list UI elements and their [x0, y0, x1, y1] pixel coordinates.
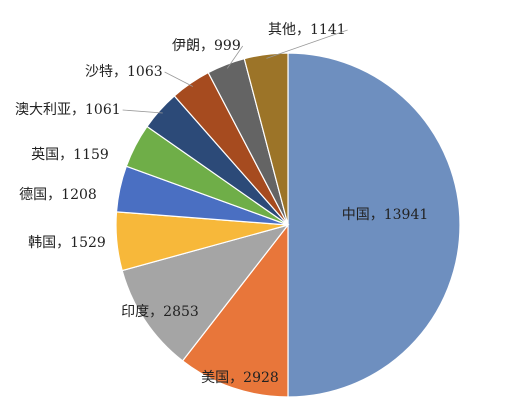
data-label: 德国，1208 [19, 187, 97, 203]
data-label: 沙特，1063 [85, 64, 163, 80]
data-label: 伊朗，999 [172, 38, 241, 54]
leader-line [164, 71, 194, 87]
pie-slice [243, 52, 289, 226]
data-label: 澳大利亚，1061 [15, 102, 121, 118]
pie-slice [181, 223, 289, 398]
pie-slice [287, 52, 461, 398]
data-label: 中国，13941 [342, 207, 429, 223]
leader-line [226, 45, 244, 69]
data-label: 印度，2853 [121, 304, 199, 320]
data-label: 其他，1141 [268, 22, 346, 38]
data-label: 英国，1159 [31, 146, 109, 163]
leader-line [122, 109, 163, 114]
data-label: 美国，2928 [201, 370, 279, 386]
data-label: 韩国，1529 [28, 235, 106, 251]
leader-line [266, 29, 348, 59]
pie-slice [121, 223, 290, 362]
